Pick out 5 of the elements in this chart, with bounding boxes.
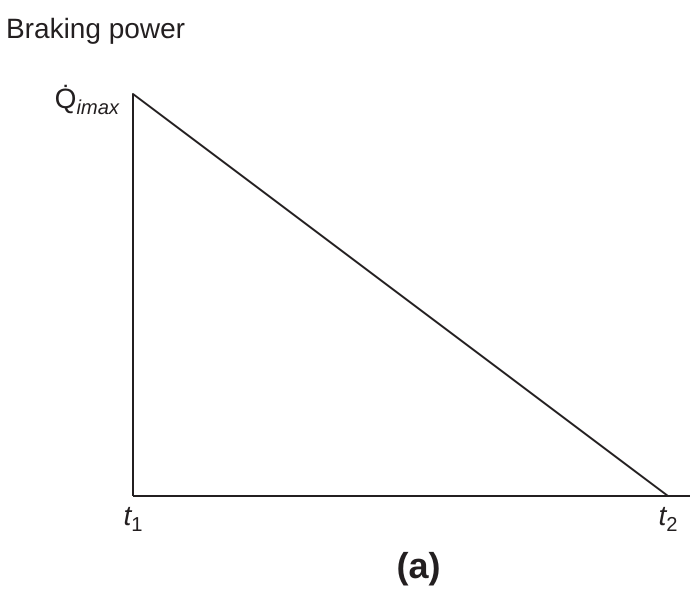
y-axis-title: Braking power [6, 13, 185, 44]
text: (a) [396, 545, 440, 586]
x-tick-label: t$_{1}$ [124, 500, 142, 536]
annotation: Q̇$_{imax}$ [54, 83, 120, 119]
x-tick-label: t$_{2}$ [658, 500, 678, 536]
